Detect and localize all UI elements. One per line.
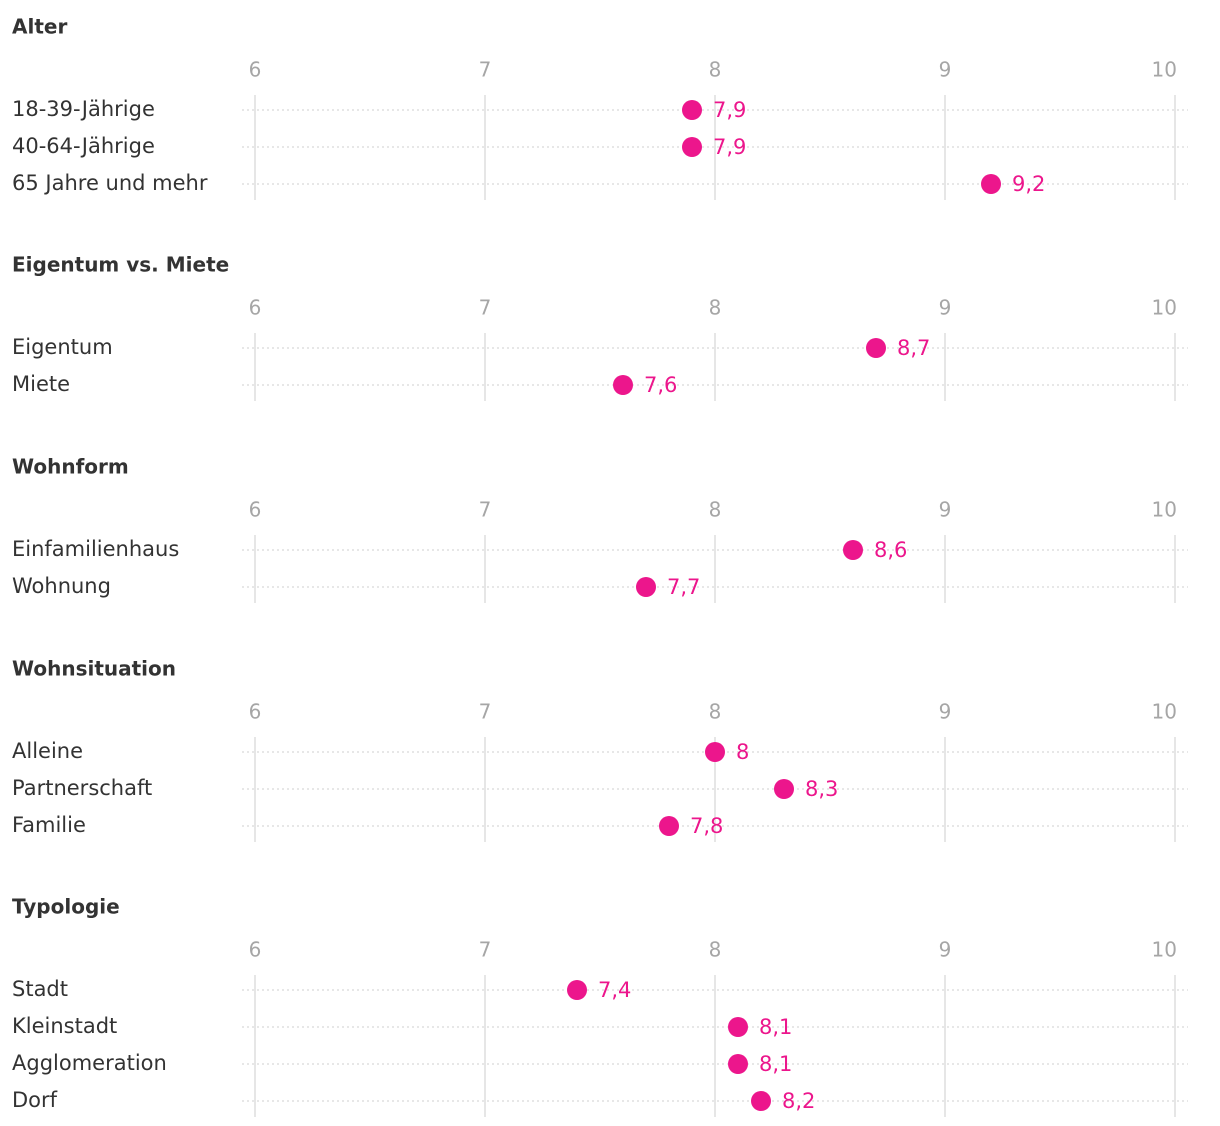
group-title: Eigentum vs. Miete — [12, 253, 229, 277]
data-label: 8,7 — [897, 336, 930, 360]
x-tick-label: 10 — [1152, 498, 1177, 522]
data-label: 8,1 — [759, 1052, 792, 1076]
row-label: Familie — [12, 813, 86, 837]
data-label: 7,9 — [713, 98, 746, 122]
data-point — [567, 980, 587, 1000]
data-label: 7,8 — [690, 814, 723, 838]
x-tick-label: 7 — [479, 700, 492, 724]
x-tick-label: 6 — [249, 498, 262, 522]
data-label: 8 — [736, 740, 749, 764]
x-tick-label: 9 — [939, 296, 952, 320]
data-point — [774, 779, 794, 799]
x-tick-label: 7 — [479, 58, 492, 82]
x-tick-label: 8 — [709, 58, 722, 82]
x-tick-label: 10 — [1152, 58, 1177, 82]
x-tick-label: 10 — [1152, 938, 1177, 962]
data-point — [728, 1054, 748, 1074]
data-point — [866, 338, 886, 358]
x-tick-label: 9 — [939, 58, 952, 82]
row-label: Eigentum — [12, 335, 113, 359]
row-label: Partnerschaft — [12, 776, 152, 800]
x-tick-label: 8 — [709, 296, 722, 320]
data-point — [843, 540, 863, 560]
data-label: 7,4 — [598, 978, 631, 1002]
row-label: Dorf — [12, 1088, 58, 1112]
row-label: Stadt — [12, 977, 68, 1001]
data-label: 7,9 — [713, 135, 746, 159]
x-tick-label: 8 — [709, 498, 722, 522]
row-label: Einfamilienhaus — [12, 537, 179, 561]
data-label: 8,2 — [782, 1089, 815, 1113]
data-point — [705, 742, 725, 762]
data-point — [751, 1091, 771, 1111]
x-tick-label: 7 — [479, 498, 492, 522]
data-point — [659, 816, 679, 836]
data-label: 9,2 — [1012, 172, 1045, 196]
row-label: 40-64-Jährige — [12, 134, 155, 158]
data-label: 8,3 — [805, 777, 838, 801]
row-label: Agglomeration — [12, 1051, 167, 1075]
x-tick-label: 9 — [939, 700, 952, 724]
data-point — [613, 375, 633, 395]
x-tick-label: 9 — [939, 498, 952, 522]
x-tick-label: 10 — [1152, 296, 1177, 320]
x-tick-label: 7 — [479, 938, 492, 962]
group-title: Typologie — [12, 895, 120, 919]
data-label: 8,6 — [874, 538, 907, 562]
x-tick-label: 8 — [709, 938, 722, 962]
data-point — [981, 174, 1001, 194]
x-tick-label: 7 — [479, 296, 492, 320]
x-tick-label: 6 — [249, 700, 262, 724]
data-point — [636, 577, 656, 597]
group-title: Wohnsituation — [12, 657, 176, 681]
row-label: Wohnung — [12, 574, 111, 598]
x-tick-label: 9 — [939, 938, 952, 962]
data-label: 7,7 — [667, 575, 700, 599]
row-label: Miete — [12, 372, 70, 396]
x-tick-label: 6 — [249, 58, 262, 82]
x-tick-label: 10 — [1152, 700, 1177, 724]
row-label: 18-39-Jährige — [12, 97, 155, 121]
x-tick-label: 8 — [709, 700, 722, 724]
data-point — [682, 100, 702, 120]
data-point — [728, 1017, 748, 1037]
row-label: Alleine — [12, 739, 83, 763]
group-title: Alter — [12, 15, 67, 39]
row-label: 65 Jahre und mehr — [12, 171, 208, 195]
x-tick-label: 6 — [249, 296, 262, 320]
data-label: 7,6 — [644, 373, 677, 397]
group-title: Wohnform — [12, 455, 129, 479]
data-point — [682, 137, 702, 157]
x-tick-label: 6 — [249, 938, 262, 962]
row-label: Kleinstadt — [12, 1014, 117, 1038]
data-label: 8,1 — [759, 1015, 792, 1039]
